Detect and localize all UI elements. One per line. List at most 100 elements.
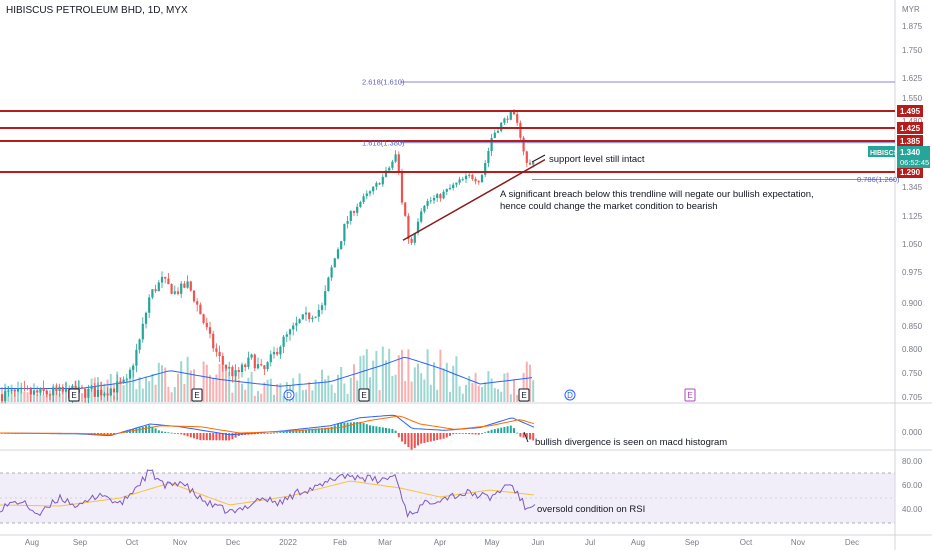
histogram-bar <box>369 425 371 433</box>
volume-bar <box>205 364 208 402</box>
support-trendline[interactable] <box>402 158 546 241</box>
volume-bar <box>455 356 458 402</box>
macd-tick-zero: 0.000 <box>902 428 923 437</box>
candle-body <box>256 364 260 369</box>
histogram-bar <box>487 430 490 433</box>
candle-body <box>237 370 240 373</box>
annotation-breach-1: A significant breach below this trendlin… <box>500 189 814 200</box>
histogram-bar <box>506 426 509 433</box>
histogram-bar <box>282 431 285 433</box>
histogram-bar <box>461 433 464 434</box>
histogram-bar <box>474 433 477 435</box>
histogram-bar <box>141 426 144 433</box>
candle-body <box>464 175 468 180</box>
candle-body <box>26 388 29 390</box>
volume-bar <box>58 393 61 402</box>
price-tick: 1.050 <box>902 240 923 249</box>
candle-body <box>16 388 20 392</box>
candle-body <box>522 137 525 152</box>
candle-body <box>20 388 23 390</box>
candle-body <box>212 333 215 349</box>
time-axis-ticks: Aug Sep Oct Nov Dec 2022 Feb Mar Apr May Jun Jul Aug… <box>25 538 859 547</box>
histogram-bar <box>449 433 451 436</box>
candle-body <box>301 314 304 320</box>
candle-body <box>250 354 253 358</box>
candle-body <box>372 186 375 192</box>
candle-body <box>269 354 272 363</box>
time-tick: Oct <box>740 538 753 547</box>
volume-bar <box>311 390 314 402</box>
histogram-bar <box>228 433 231 441</box>
histogram-bar <box>327 427 330 433</box>
price-tick: 0.975 <box>902 268 923 277</box>
candle-body <box>55 387 58 392</box>
volume-bar <box>439 349 442 402</box>
histogram-bar <box>503 427 506 433</box>
volume-bar <box>391 375 394 402</box>
volume-bar <box>330 384 333 402</box>
candle-body <box>346 221 349 224</box>
volume-bar <box>449 391 451 402</box>
candle-body <box>170 284 173 294</box>
volume-bar <box>292 378 295 402</box>
histogram-bar <box>365 424 368 433</box>
candle-body <box>436 194 439 198</box>
candle-body <box>260 364 263 366</box>
time-tick: Nov <box>173 538 187 547</box>
volume-bar <box>337 374 339 402</box>
time-tick: May <box>484 538 499 547</box>
candle-body <box>234 370 237 377</box>
volume-bar <box>362 355 365 402</box>
histogram-bar <box>289 430 291 433</box>
histogram-bar <box>173 433 176 434</box>
candle-body <box>100 389 103 396</box>
candle-body <box>452 184 455 189</box>
histogram-bar <box>468 433 471 435</box>
fib-label: 2.618(1.610) <box>362 78 405 87</box>
candle-body <box>327 277 330 292</box>
histogram-bar <box>196 433 199 440</box>
candle-body <box>506 118 509 120</box>
price-level-tag <box>897 135 923 147</box>
volume-bar <box>180 361 183 402</box>
histogram-bar <box>516 432 519 434</box>
time-tick: Oct <box>126 538 139 547</box>
volume-bar <box>417 363 419 402</box>
earnings-marker <box>518 388 530 402</box>
earnings-marker <box>358 388 370 402</box>
candle-body <box>224 364 228 369</box>
volume-bar <box>263 382 266 402</box>
histogram-bar <box>452 433 455 435</box>
candle-body <box>23 388 26 390</box>
candle-body <box>420 211 423 222</box>
rsi-ma-line <box>0 480 535 507</box>
histogram-bar <box>484 432 487 434</box>
annotation-rsi: oversold condition on RSI <box>537 504 645 515</box>
histogram-bar <box>205 433 208 441</box>
price-tick: 1.480 <box>902 117 923 126</box>
volume-bar <box>349 377 352 402</box>
histogram-bar <box>218 433 221 441</box>
symbol-tag-label: HIBISCS <box>870 150 899 157</box>
price-tick: 1.125 <box>902 212 923 221</box>
candle-body <box>288 329 292 335</box>
price-tick: 0.800 <box>902 345 923 354</box>
volume-bar <box>260 393 263 402</box>
candle-body <box>196 301 199 305</box>
earnings-marker <box>191 388 203 402</box>
candle-body <box>164 276 167 279</box>
macd-line <box>0 414 535 437</box>
candle-body <box>122 379 125 383</box>
volume-bar <box>490 378 493 402</box>
histogram-bar <box>420 433 423 444</box>
candle-body <box>423 205 426 212</box>
candle-body <box>525 151 528 163</box>
candle-body <box>221 356 224 365</box>
histogram-bar <box>189 433 192 438</box>
volume-bar <box>346 393 349 402</box>
candle-body <box>173 291 176 294</box>
histogram-bar <box>490 429 493 433</box>
rsi-tick-80: 80.00 <box>902 457 923 466</box>
rsi-line <box>0 469 536 519</box>
